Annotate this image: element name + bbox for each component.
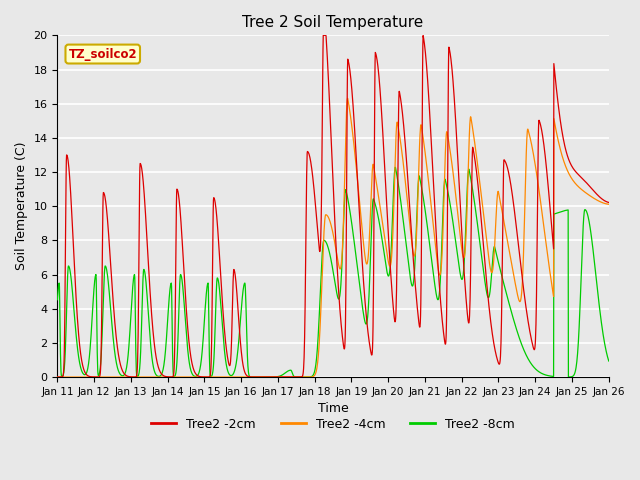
Text: TZ_soilco2: TZ_soilco2 <box>68 48 137 60</box>
X-axis label: Time: Time <box>317 402 348 415</box>
Y-axis label: Soil Temperature (C): Soil Temperature (C) <box>15 142 28 270</box>
Title: Tree 2 Soil Temperature: Tree 2 Soil Temperature <box>243 15 424 30</box>
Legend: Tree2 -2cm, Tree2 -4cm, Tree2 -8cm: Tree2 -2cm, Tree2 -4cm, Tree2 -8cm <box>146 413 520 436</box>
